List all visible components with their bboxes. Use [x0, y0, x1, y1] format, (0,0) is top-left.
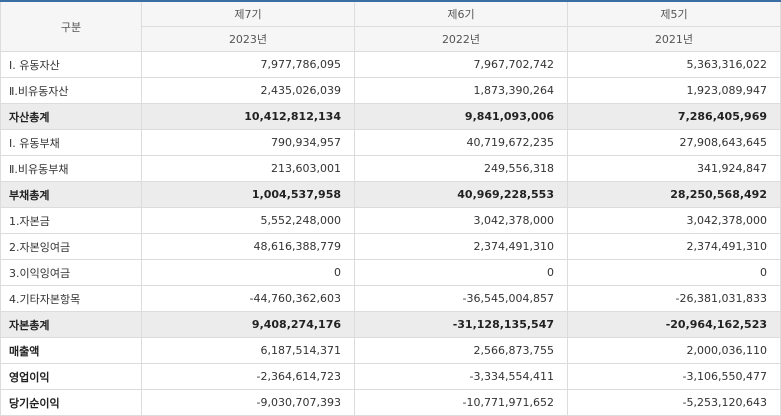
table-row: Ⅱ.비유동자산 2,435,026,039 1,873,390,264 1,923,0… — [0, 77, 781, 104]
value-cell: 27,908,643,645 — [567, 129, 781, 156]
row-label: 당기순이익 — [0, 389, 142, 416]
value-cell: 2,374,491,310 — [567, 233, 781, 260]
table-row: 영업이익 -2,364,614,723 -3,334,554,411 -3,106,5… — [0, 363, 781, 390]
value-cell: 7,286,405,969 — [567, 103, 781, 130]
row-label: Ⅱ.비유동부채 — [0, 155, 142, 182]
value-cell: 0 — [354, 259, 568, 286]
value-cell: 0 — [141, 259, 355, 286]
row-label: 3.이익잉여금 — [0, 259, 142, 286]
year-header-2: 2021년 — [567, 26, 781, 52]
table-row: 자본총계 9,408,274,176 -31,128,135,547 -20,964,… — [0, 311, 781, 338]
value-cell: -31,128,135,547 — [354, 311, 568, 338]
value-cell: 249,556,318 — [354, 155, 568, 182]
value-cell: 7,967,702,742 — [354, 51, 568, 78]
value-cell: 5,363,316,022 — [567, 51, 781, 78]
table-row: Ⅰ. 유동부채 790,934,957 40,719,672,235 27,908,6… — [0, 129, 781, 156]
category-header: 구분 — [0, 0, 142, 52]
row-label: 2.자본잉여금 — [0, 233, 142, 260]
value-cell: 0 — [567, 259, 781, 286]
row-label: 자본총계 — [0, 311, 142, 338]
value-cell: 7,977,786,095 — [141, 51, 355, 78]
period-header-2: 제5기 — [567, 0, 781, 27]
row-label: 1.자본금 — [0, 207, 142, 234]
value-cell: -9,030,707,393 — [141, 389, 355, 416]
table-row: 3.이익잉여금 0 0 0 — [0, 259, 781, 286]
value-cell: -44,760,362,603 — [141, 285, 355, 312]
year-header-0: 2023년 — [141, 26, 355, 52]
table-row: 매출액 6,187,514,371 2,566,873,755 2,000,036,1… — [0, 337, 781, 364]
value-cell: 2,435,026,039 — [141, 77, 355, 104]
row-label: 매출액 — [0, 337, 142, 364]
value-cell: 213,603,001 — [141, 155, 355, 182]
period-header-0: 제7기 — [141, 0, 355, 27]
table-row: 부채총계 1,004,537,958 40,969,228,553 28,250,56… — [0, 181, 781, 208]
value-cell: 1,873,390,264 — [354, 77, 568, 104]
value-cell: 3,042,378,000 — [354, 207, 568, 234]
row-label: Ⅰ. 유동자산 — [0, 51, 142, 78]
value-cell: 2,566,873,755 — [354, 337, 568, 364]
value-cell: 48,616,388,779 — [141, 233, 355, 260]
table-row: 자산총계 10,412,812,134 9,841,093,006 7,286,405… — [0, 103, 781, 130]
value-cell: -3,106,550,477 — [567, 363, 781, 390]
value-cell: 3,042,378,000 — [567, 207, 781, 234]
value-cell: 6,187,514,371 — [141, 337, 355, 364]
period-header-1: 제6기 — [354, 0, 568, 27]
value-cell: -3,334,554,411 — [354, 363, 568, 390]
row-label: Ⅱ.비유동자산 — [0, 77, 142, 104]
value-cell: -20,964,162,523 — [567, 311, 781, 338]
table-body: Ⅰ. 유동자산 7,977,786,095 7,967,702,742 5,363,3… — [0, 51, 781, 416]
value-cell: 790,934,957 — [141, 129, 355, 156]
table-row: Ⅰ. 유동자산 7,977,786,095 7,967,702,742 5,363,3… — [0, 51, 781, 78]
value-cell: -10,771,971,652 — [354, 389, 568, 416]
row-label: 영업이익 — [0, 363, 142, 390]
table-row: 당기순이익 -9,030,707,393 -10,771,971,652 -5,253… — [0, 389, 781, 416]
value-cell: 9,408,274,176 — [141, 311, 355, 338]
value-cell: 1,004,537,958 — [141, 181, 355, 208]
value-cell: 341,924,847 — [567, 155, 781, 182]
value-cell: 1,923,089,947 — [567, 77, 781, 104]
value-cell: -5,253,120,643 — [567, 389, 781, 416]
value-cell: 5,552,248,000 — [141, 207, 355, 234]
row-label: 4.기타자본항목 — [0, 285, 142, 312]
row-label: 자산총계 — [0, 103, 142, 130]
table-row: 4.기타자본항목 -44,760,362,603 -36,545,004,857 -2… — [0, 285, 781, 312]
table-row: 1.자본금 5,552,248,000 3,042,378,000 3,042,378… — [0, 207, 781, 234]
value-cell: 28,250,568,492 — [567, 181, 781, 208]
value-cell: 10,412,812,134 — [141, 103, 355, 130]
value-cell: 40,719,672,235 — [354, 129, 568, 156]
year-header-1: 2022년 — [354, 26, 568, 52]
value-cell: -2,364,614,723 — [141, 363, 355, 390]
value-cell: -26,381,031,833 — [567, 285, 781, 312]
value-cell: 2,000,036,110 — [567, 337, 781, 364]
value-cell: 40,969,228,553 — [354, 181, 568, 208]
value-cell: 2,374,491,310 — [354, 233, 568, 260]
table-row: Ⅱ.비유동부채 213,603,001 249,556,318 341,924,847 — [0, 155, 781, 182]
value-cell: -36,545,004,857 — [354, 285, 568, 312]
value-cell: 9,841,093,006 — [354, 103, 568, 130]
table-row: 2.자본잉여금 48,616,388,779 2,374,491,310 2,374,… — [0, 233, 781, 260]
row-label: 부채총계 — [0, 181, 142, 208]
row-label: Ⅰ. 유동부채 — [0, 129, 142, 156]
